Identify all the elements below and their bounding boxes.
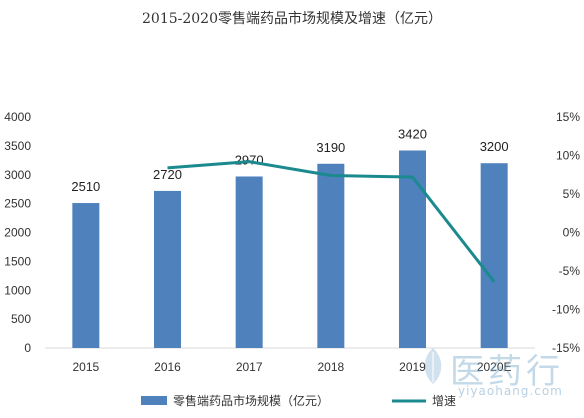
leaf-icon <box>424 348 442 384</box>
y-right-tick-label: -10% <box>552 303 580 317</box>
bar-data-label: 2720 <box>153 167 182 182</box>
x-tick-label: 2020E <box>477 360 512 374</box>
x-tick-label: 2018 <box>317 360 344 374</box>
y-right-tick-label: -15% <box>552 341 580 355</box>
y-left-tick-label: 3000 <box>4 168 31 182</box>
bar-data-label: 3190 <box>316 140 345 155</box>
watermark-sub-text: yiyaohang.com <box>458 384 563 398</box>
y-right-tick-label: 10% <box>556 149 580 163</box>
bar <box>480 163 508 348</box>
y-left-tick-label: 2500 <box>4 197 31 211</box>
x-tick-label: 2015 <box>72 360 99 374</box>
growth-line <box>167 160 496 283</box>
bar-data-label: 3420 <box>398 126 427 141</box>
watermark-main-text: 医药行 <box>450 352 564 392</box>
bar <box>235 176 263 348</box>
bar <box>317 163 345 348</box>
y-right-tick-label: 5% <box>563 187 581 201</box>
watermark-logo: 医药行 yiyaohang.com <box>418 344 584 404</box>
chart-title: 2015-2020零售端药品市场规模及增速（亿元） <box>142 11 442 27</box>
x-tick-label: 2017 <box>236 360 263 374</box>
bar-data-label: 2510 <box>71 179 100 194</box>
legend-line-label: 增速 <box>432 394 456 408</box>
bar-data-label: 3200 <box>480 139 509 154</box>
y-left-tick-label: 0 <box>24 341 31 355</box>
y-left-tick-label: 2000 <box>4 226 31 240</box>
y-right-tick-label: 0% <box>563 226 581 240</box>
y-left-tick-label: 1000 <box>4 283 31 297</box>
bar <box>72 203 100 348</box>
y-left-tick-label: 4000 <box>4 110 31 124</box>
x-tick-label: 2016 <box>154 360 181 374</box>
legend-bar-swatch <box>141 396 167 405</box>
bar <box>154 190 181 348</box>
x-tick-label: 2019 <box>399 360 426 374</box>
y-left-tick-label: 500 <box>11 312 31 326</box>
y-right-tick-label: 15% <box>556 110 580 124</box>
y-left-tick-label: 1500 <box>4 254 31 268</box>
legend-bar-label: 零售端药品市场规模（亿元） <box>173 393 329 408</box>
y-left-tick-label: 3500 <box>4 139 31 153</box>
bar <box>399 150 426 348</box>
bar-data-label: 2970 <box>235 152 264 167</box>
y-right-tick-label: -5% <box>559 264 581 278</box>
